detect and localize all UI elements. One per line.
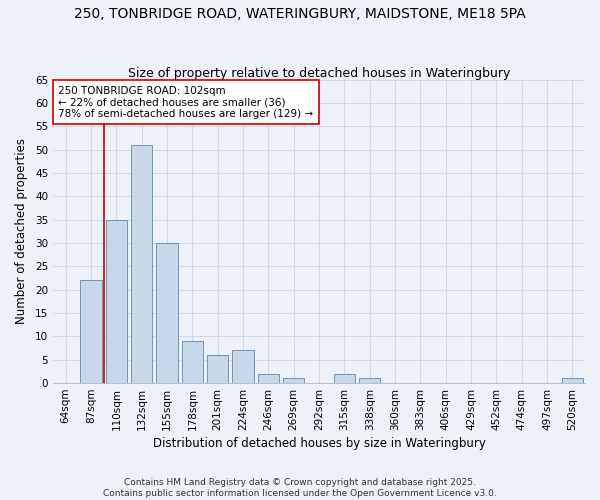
Bar <box>207 355 229 383</box>
Bar <box>156 243 178 383</box>
Y-axis label: Number of detached properties: Number of detached properties <box>15 138 28 324</box>
Bar <box>283 378 304 383</box>
Bar <box>106 220 127 383</box>
Text: 250, TONBRIDGE ROAD, WATERINGBURY, MAIDSTONE, ME18 5PA: 250, TONBRIDGE ROAD, WATERINGBURY, MAIDS… <box>74 8 526 22</box>
Bar <box>182 341 203 383</box>
Bar <box>131 145 152 383</box>
Title: Size of property relative to detached houses in Wateringbury: Size of property relative to detached ho… <box>128 66 510 80</box>
X-axis label: Distribution of detached houses by size in Wateringbury: Distribution of detached houses by size … <box>152 437 485 450</box>
Bar <box>80 280 102 383</box>
Text: Contains HM Land Registry data © Crown copyright and database right 2025.
Contai: Contains HM Land Registry data © Crown c… <box>103 478 497 498</box>
Text: 250 TONBRIDGE ROAD: 102sqm
← 22% of detached houses are smaller (36)
78% of semi: 250 TONBRIDGE ROAD: 102sqm ← 22% of deta… <box>58 86 314 119</box>
Bar <box>334 374 355 383</box>
Bar <box>359 378 380 383</box>
Bar <box>562 378 583 383</box>
Bar <box>232 350 254 383</box>
Bar <box>257 374 279 383</box>
